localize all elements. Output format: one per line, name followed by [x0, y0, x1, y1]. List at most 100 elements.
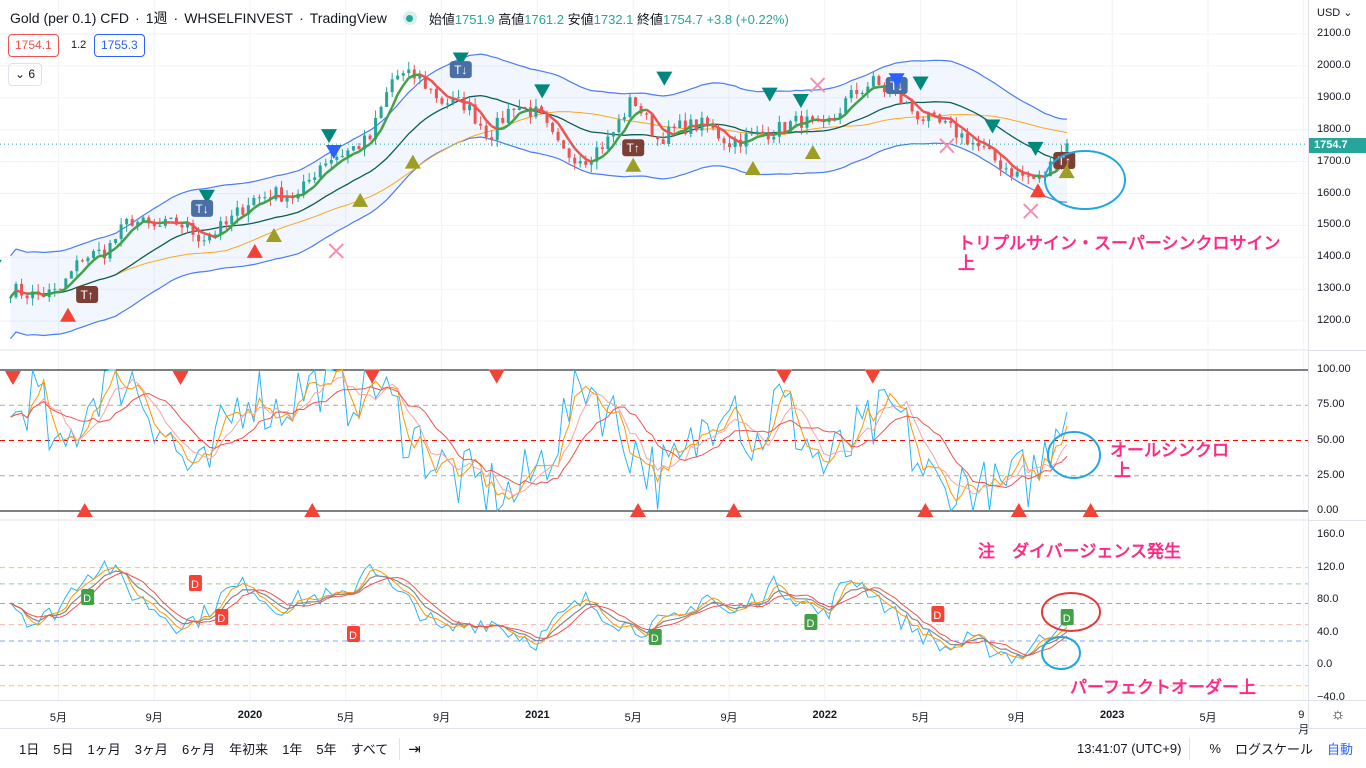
- stoch-signal-triangle-icon: [1010, 503, 1027, 517]
- ma-short: [684, 124, 692, 132]
- interval[interactable]: 1週: [145, 10, 168, 26]
- time-tick: 9月: [1007, 712, 1025, 724]
- source: TradingView: [309, 10, 387, 26]
- stoch-signal-triangle-icon: [488, 369, 505, 384]
- range-button[interactable]: 1ヶ月: [87, 742, 121, 757]
- clock[interactable]: 13:41:07 (UTC+9): [1076, 741, 1182, 756]
- trend-badge-icon: [449, 61, 472, 79]
- ma-short: [546, 112, 554, 120]
- candle-body: [1004, 168, 1008, 170]
- ma-short: [717, 126, 725, 132]
- ma-short: [773, 131, 780, 137]
- candle-body: [484, 125, 488, 138]
- signal-up-triangle-icon: [265, 227, 282, 242]
- range-button[interactable]: 5日: [53, 742, 74, 757]
- divergence-badge-glyph: D: [806, 618, 814, 630]
- range-button[interactable]: 1年: [282, 742, 303, 757]
- signal-down-triangle-icon: [984, 119, 1001, 134]
- candle-body: [827, 119, 831, 122]
- ma-short: [1022, 171, 1029, 176]
- range-button[interactable]: 年初来: [229, 742, 269, 757]
- candle-body: [385, 92, 389, 107]
- ma-short: [844, 107, 853, 116]
- time-axis[interactable]: 5月 9月 2020 5月 9月 2021 5月 9月 2022 5月 9月 2023 5月 9月: [0, 700, 1309, 736]
- chart-legend: Gold (per 0.1) CFD · 1週 · WHSELFINVEST · Tr…: [10, 10, 789, 27]
- candle-body: [517, 107, 521, 111]
- stoch-signal-triangle-icon: [864, 369, 881, 384]
- stoch-fast: [10, 368, 1068, 513]
- ma-short: [823, 118, 830, 123]
- time-tick: 9月: [1298, 709, 1310, 736]
- ma-short: [745, 138, 753, 144]
- candle-body: [429, 88, 433, 90]
- ma-short: [618, 130, 626, 138]
- axis-tick: 80.0: [1317, 593, 1339, 606]
- range-button[interactable]: 3ヶ月: [134, 742, 168, 757]
- annotation-all-sync: オールシンクロ上: [1110, 441, 1229, 480]
- axis-tick: 25.00: [1317, 468, 1345, 481]
- ma-short: [192, 224, 200, 232]
- range-button[interactable]: 1日: [19, 742, 40, 757]
- axis-tick: 1700.0: [1317, 154, 1351, 167]
- log-scale-toggle[interactable]: ログスケール: [1234, 742, 1313, 757]
- candle-body: [241, 207, 245, 215]
- percent-toggle[interactable]: %: [1209, 741, 1221, 756]
- candle-body: [1010, 168, 1014, 177]
- candle-body: [401, 73, 405, 76]
- ma-short: [590, 158, 598, 163]
- cross-signal-icon: [1023, 203, 1039, 219]
- sell-price-button[interactable]: 1754.1: [8, 34, 59, 57]
- candle-body: [811, 116, 815, 120]
- buy-price-button[interactable]: 1755.3: [94, 34, 145, 57]
- signal-up-triangle-icon: [404, 154, 421, 169]
- ma-short: [336, 159, 344, 166]
- price-axis[interactable]: USD ⌄ 1754.7 ☼ 2100.0 2000.0 1900.0 1800.0 1…: [1308, 0, 1366, 728]
- ma-short: [203, 232, 210, 237]
- ma-short: [596, 155, 603, 161]
- candle-body: [899, 93, 903, 104]
- candle-body: [512, 108, 516, 111]
- ma-short: [961, 126, 969, 133]
- time-tick: 5月: [912, 712, 930, 724]
- goto-date-icon[interactable]: ⇥: [408, 740, 421, 758]
- time-tick: 5月: [1199, 712, 1217, 724]
- ma-short: [502, 124, 509, 130]
- indicators-toggle-button[interactable]: ⌄ 6: [8, 63, 43, 86]
- candle-body: [329, 159, 333, 164]
- ma-short: [1049, 170, 1057, 175]
- ma-short: [855, 96, 864, 104]
- range-button[interactable]: 5年: [316, 742, 337, 757]
- divergence-badge-icon: [931, 606, 945, 622]
- candle-body: [766, 133, 770, 140]
- candle-body: [130, 218, 134, 226]
- candle-body: [340, 156, 344, 158]
- trend-badge-icon: [191, 199, 214, 217]
- settings-gear-icon[interactable]: ☼: [1309, 700, 1366, 728]
- symbol-name[interactable]: Gold (per 0.1) CFD: [10, 10, 130, 26]
- candle-body: [169, 217, 173, 220]
- candle-body: [910, 102, 914, 112]
- candle-body: [573, 157, 577, 164]
- candle-body: [418, 75, 422, 79]
- auto-scale-toggle[interactable]: 自動: [1326, 742, 1353, 757]
- candle-body: [86, 257, 90, 262]
- ma-short: [999, 153, 1007, 160]
- candle-body: [960, 133, 964, 138]
- candle-body: [622, 117, 626, 120]
- candle-body: [976, 142, 980, 147]
- candle-body: [965, 133, 969, 145]
- range-button[interactable]: すべて: [350, 742, 389, 757]
- ma-short: [341, 156, 349, 162]
- candle-body: [551, 122, 555, 132]
- time-tick: 5月: [624, 712, 642, 724]
- range-button[interactable]: 6ヶ月: [181, 742, 216, 757]
- candle-body: [280, 187, 284, 202]
- signal-up-triangle-icon: [1058, 164, 1075, 179]
- ma-short: [181, 221, 188, 225]
- trend-badge-icon-glyph: T↓: [195, 202, 208, 216]
- currency-selector[interactable]: USD ⌄: [1317, 7, 1353, 19]
- ma-short: [905, 95, 913, 102]
- candle-body: [246, 205, 250, 215]
